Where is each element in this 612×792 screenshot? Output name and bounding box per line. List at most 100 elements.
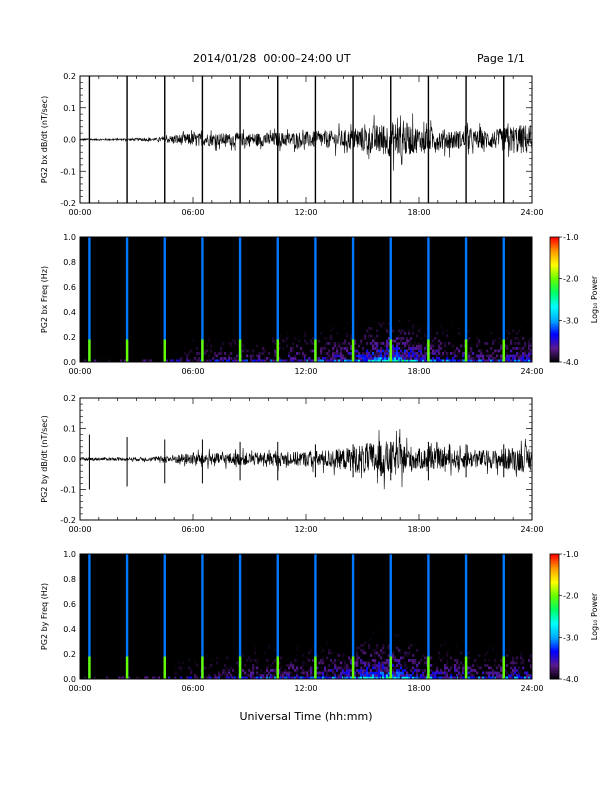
spike-band bbox=[464, 237, 468, 362]
spectrogram-cell bbox=[396, 634, 399, 637]
colorbar-step bbox=[550, 608, 559, 611]
spike-band bbox=[88, 554, 91, 679]
spectrogram-cell bbox=[446, 654, 449, 657]
spectrogram-cell bbox=[410, 342, 413, 345]
spectrogram-cell bbox=[376, 671, 379, 675]
y-tick-label: 0.2 bbox=[63, 72, 76, 81]
spectrogram-cell bbox=[246, 349, 249, 353]
spectrogram-cell bbox=[462, 671, 465, 675]
spectrogram-cell bbox=[336, 352, 339, 355]
spectrogram-cell bbox=[468, 359, 471, 363]
spectrogram-cell bbox=[184, 352, 187, 355]
colorbar-step bbox=[550, 255, 559, 259]
colorbar-step bbox=[550, 249, 559, 252]
spectrogram-cell bbox=[382, 661, 385, 665]
spectrogram-cell bbox=[380, 651, 383, 655]
spectrogram-cell bbox=[472, 332, 475, 335]
spectrogram-cell bbox=[468, 666, 471, 670]
spectrogram-cell bbox=[386, 359, 389, 363]
spectrogram-cell bbox=[520, 656, 523, 660]
spectrogram-cell bbox=[354, 352, 357, 355]
spectrogram-cell bbox=[188, 659, 191, 662]
spectrogram-cell bbox=[286, 344, 289, 348]
spectrogram-cell bbox=[370, 654, 373, 657]
spectrogram-cell bbox=[302, 359, 305, 363]
spectrogram-cell bbox=[514, 659, 517, 662]
spectrogram-cell bbox=[458, 327, 461, 330]
spectrogram-cell bbox=[442, 354, 445, 358]
spectrogram-cell bbox=[472, 669, 475, 672]
spectrogram-cell bbox=[328, 649, 331, 652]
spectrogram-cell bbox=[394, 349, 397, 353]
spectrogram-cell bbox=[264, 671, 267, 675]
spectrogram-cell bbox=[360, 354, 363, 358]
spectrogram-cell bbox=[278, 344, 281, 348]
colorbar-step bbox=[550, 579, 559, 582]
spectrogram-cell bbox=[214, 359, 217, 363]
spectrogram-cell bbox=[398, 337, 401, 340]
spectrogram-cell bbox=[346, 666, 349, 670]
spectrogram-cell bbox=[424, 661, 427, 665]
spectrogram-cell bbox=[368, 659, 371, 662]
spectrogram-cell bbox=[312, 342, 315, 345]
spectrogram-cell bbox=[286, 337, 289, 340]
spectrogram-cell bbox=[356, 664, 359, 667]
spectrogram-cell bbox=[480, 359, 483, 363]
spectrogram-cell bbox=[426, 664, 429, 667]
spectrogram-cell bbox=[384, 639, 387, 642]
colorbar-step bbox=[550, 558, 559, 561]
colorbar-step bbox=[550, 287, 559, 290]
spectrogram-cell bbox=[290, 661, 293, 665]
spectrogram-cell bbox=[402, 354, 405, 358]
spectrogram-cell bbox=[490, 666, 493, 670]
spectrogram-cell bbox=[438, 347, 441, 350]
spectrogram-cell bbox=[326, 656, 329, 660]
spectrogram-cell bbox=[316, 654, 319, 657]
colorbar-step bbox=[550, 570, 559, 574]
spectrogram-cell bbox=[362, 671, 365, 675]
spectrogram-cell bbox=[262, 349, 265, 353]
spectrogram-cell bbox=[450, 676, 453, 680]
spectrogram-cell bbox=[220, 347, 223, 350]
spectrogram-cell bbox=[386, 659, 389, 662]
spectrogram-cell bbox=[508, 354, 511, 358]
spectrogram-cell bbox=[362, 644, 365, 647]
spectrogram-cell bbox=[320, 352, 323, 355]
spectrogram-cell bbox=[512, 354, 515, 358]
spectrogram-cell bbox=[368, 334, 371, 338]
spectrogram-cell bbox=[422, 636, 425, 640]
spectrogram-cell bbox=[512, 656, 515, 660]
spectrogram-cell bbox=[192, 339, 195, 343]
colorbar-step bbox=[550, 626, 559, 630]
spectrogram-cell bbox=[306, 342, 309, 345]
spectrogram-cell bbox=[408, 317, 411, 320]
spectrogram-cell bbox=[476, 342, 479, 345]
spectrogram-cell bbox=[256, 666, 259, 670]
spectrogram-cell bbox=[426, 344, 429, 348]
signal-trace bbox=[80, 113, 533, 171]
spectrogram-cell bbox=[360, 649, 363, 652]
spectrogram-cell bbox=[454, 359, 457, 363]
spectrogram-cell bbox=[316, 666, 319, 670]
spectrogram-cell bbox=[432, 676, 435, 680]
spectrogram-cell bbox=[376, 349, 379, 353]
spectrogram-cell bbox=[360, 669, 363, 672]
spectrogram-cell bbox=[476, 676, 479, 680]
spectrogram-cell bbox=[422, 671, 425, 675]
spike-band bbox=[314, 237, 317, 362]
spectrogram-cell bbox=[268, 676, 271, 680]
spectrogram-cell bbox=[506, 344, 509, 348]
spectrogram-cell bbox=[308, 659, 311, 662]
spectrogram-cell bbox=[514, 342, 517, 345]
spectrogram-cell bbox=[432, 352, 435, 355]
spectrogram-cell bbox=[446, 661, 449, 665]
spectrogram-cell bbox=[394, 634, 397, 637]
spectrogram-cell bbox=[342, 676, 345, 680]
spectrogram-cell bbox=[290, 676, 293, 680]
spectrogram-cell bbox=[318, 676, 321, 680]
spectrogram-cell bbox=[162, 671, 165, 675]
spectrogram-cell bbox=[338, 654, 341, 657]
spectrogram-cell bbox=[406, 339, 409, 343]
spectrogram-cell bbox=[336, 359, 339, 363]
